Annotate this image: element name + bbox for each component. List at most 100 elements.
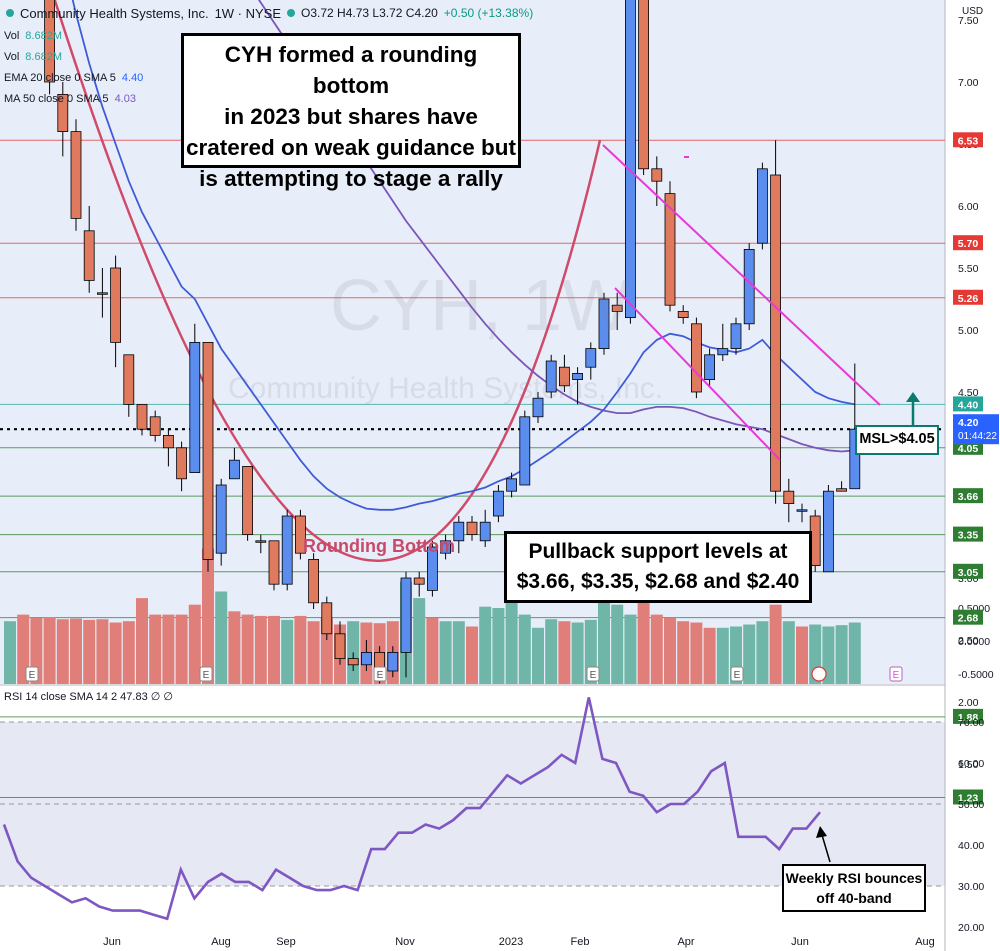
candle-body	[347, 658, 359, 666]
rsi-axis-tick: 50.00	[958, 799, 984, 811]
earnings-marker-label: E	[590, 670, 597, 681]
marker	[684, 156, 689, 158]
price-badge-label: 6.53	[958, 135, 979, 147]
interval-exchange[interactable]: 1W · NYSE	[214, 5, 282, 21]
candle-body	[83, 230, 95, 281]
symbol-status-icon	[6, 9, 14, 17]
price-badge-label: 4.05	[958, 443, 979, 455]
candle-body	[757, 168, 768, 244]
candle-body	[136, 403, 148, 430]
candle-body	[519, 416, 531, 486]
company-watermark: Community Health Systems, Inc.	[228, 372, 664, 405]
candle-body	[598, 298, 610, 349]
ema20-line	[71, 0, 855, 511]
last-price-label: 4.20	[958, 417, 979, 429]
volume-bar	[268, 615, 280, 684]
volume-bar	[149, 614, 162, 684]
support-line: Pullback support levels at	[528, 540, 788, 563]
title-line: cratered on weak guidance but	[185, 135, 517, 160]
price-badge-label: 1.23	[958, 792, 979, 804]
rounding-bottom-curve	[53, 0, 602, 562]
time-axis-label: Jun	[103, 936, 121, 948]
candle-body	[479, 521, 491, 542]
price-badge-label: 4.40	[958, 399, 979, 411]
candle-body	[823, 490, 834, 573]
candle-body	[492, 490, 504, 517]
earnings-marker-label: E	[734, 670, 741, 681]
price-badge	[953, 609, 983, 625]
price-axis-tick: 4.50	[958, 387, 979, 399]
earnings-marker	[889, 666, 903, 682]
msl-callout: MSL>$4.05	[855, 425, 939, 455]
price-axis-tick: 2.00	[958, 697, 979, 709]
symbol-name[interactable]: Community Health Systems, Inc.	[20, 5, 209, 21]
volume-bar	[439, 621, 452, 684]
volume-legend[interactable]: Vol 8.682M	[4, 30, 62, 42]
candle-body	[532, 397, 544, 418]
currency-label: USD	[962, 6, 983, 17]
candle-body	[162, 434, 174, 449]
rsi-legend[interactable]: RSI 14 close SMA 14 2 47.83 ∅ ∅	[4, 691, 173, 703]
candle-body	[704, 354, 715, 380]
volume-bar	[545, 619, 558, 684]
volume-bar	[83, 619, 96, 684]
candle-body	[321, 602, 333, 635]
candle-body	[796, 509, 808, 512]
price-axis-tick: 6.00	[958, 201, 979, 213]
title-callout: CYH formed a rounding bottom in 2023 but…	[181, 33, 521, 191]
time-axis-label: 2023	[499, 936, 523, 948]
rsi-arrow-head	[816, 826, 827, 838]
candle-body	[387, 652, 399, 672]
volume-bar	[769, 604, 782, 684]
volume-bar	[796, 626, 808, 684]
volume-bar	[17, 614, 30, 684]
price-badge	[953, 708, 983, 724]
symbol-watermark: CYH, 1W	[330, 266, 631, 346]
candle-body	[545, 360, 557, 393]
volume-bar	[136, 598, 148, 684]
rsi-callout-line: Weekly RSI bounces	[785, 870, 923, 886]
earnings-marker	[199, 666, 213, 682]
price-axis-tick: 1.50	[958, 759, 979, 771]
candle-body	[453, 521, 465, 542]
ohlc-values: O3.72 H4.73 L3.72 C4.20	[301, 6, 438, 20]
title-line: CYH formed a rounding bottom	[224, 42, 478, 98]
candle-body	[836, 488, 847, 492]
candle-body	[268, 540, 280, 585]
volume-bar	[782, 621, 795, 684]
price-badge-label: 3.05	[958, 567, 979, 579]
volume-bar	[716, 627, 729, 684]
candle-body	[228, 459, 240, 480]
earnings-marker	[25, 666, 39, 682]
candle-body	[215, 484, 227, 554]
volume-bar	[505, 594, 518, 684]
candle-body	[281, 515, 293, 585]
candle-body	[506, 478, 518, 492]
candle-body	[625, 0, 636, 319]
ema-legend[interactable]: EMA 20 close 0 SMA 5 4.40	[4, 72, 144, 84]
price-badge	[953, 235, 983, 251]
price-badge	[953, 488, 983, 504]
volume-bar	[743, 624, 756, 684]
volume-bar	[122, 621, 135, 684]
volume-bar	[254, 615, 267, 684]
candle-body	[677, 310, 689, 318]
support-callout: Pullback support levels at $3.66, $3.35,…	[504, 531, 812, 603]
price-badge-label: 3.35	[958, 530, 979, 542]
candle-body	[413, 577, 425, 585]
volume-bar	[294, 615, 307, 684]
volume-bar	[664, 617, 676, 684]
time-axis-label: Aug	[211, 936, 231, 948]
volume-legend-2[interactable]: Vol 8.682M	[4, 51, 62, 63]
price-axis-tick: 0.0000	[958, 636, 990, 648]
volume-bar	[518, 614, 531, 684]
candle-body	[559, 366, 570, 387]
volume-bar	[848, 622, 861, 684]
rsi-callout-line: off 40-band	[816, 890, 892, 906]
volume-bar	[479, 606, 492, 684]
candle-body	[70, 131, 82, 219]
ma-legend[interactable]: MA 50 close 0 SMA 5 4.03	[4, 93, 136, 105]
earnings-marker	[586, 666, 600, 682]
price-axis-tick: 2.50	[958, 635, 979, 647]
rsi-axis-tick: 60.00	[958, 758, 984, 770]
